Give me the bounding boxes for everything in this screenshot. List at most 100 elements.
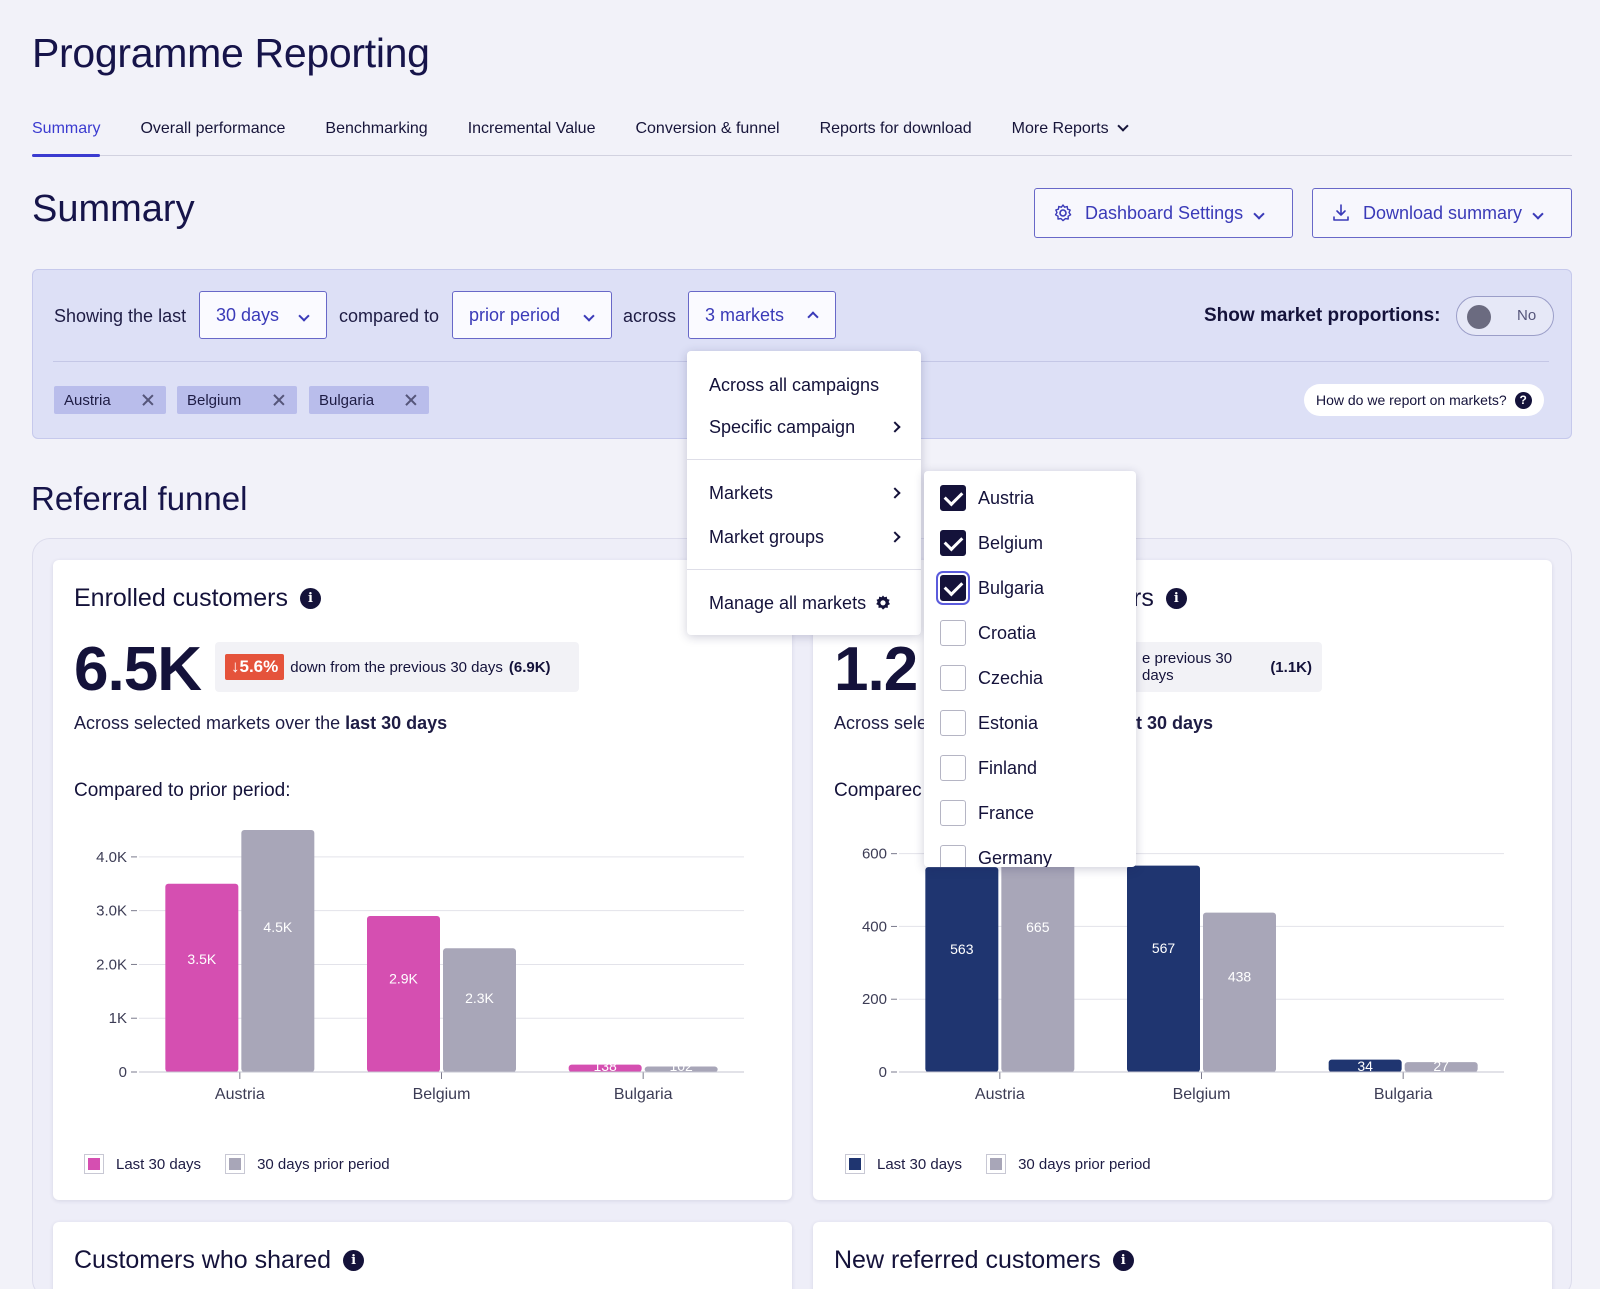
- market-option-estonia[interactable]: Estonia: [940, 709, 1038, 737]
- tab-incremental-value[interactable]: Incremental Value: [468, 108, 596, 156]
- menu-label: Manage all markets: [709, 592, 867, 613]
- menu-item-manage-markets[interactable]: Manage all markets: [709, 589, 899, 617]
- bar[interactable]: [1404, 1062, 1478, 1072]
- checkbox-icon[interactable]: [940, 755, 966, 781]
- tab-label: Incremental Value: [467, 120, 596, 137]
- enrolled-legend: Last 30 days 30 days prior period: [84, 1154, 390, 1174]
- download-icon: [1333, 204, 1349, 221]
- checkbox-icon[interactable]: [940, 845, 966, 867]
- checkbox-checked-icon[interactable]: [940, 530, 966, 556]
- menu-item-markets[interactable]: Markets: [709, 479, 901, 507]
- chevron-down-icon: [1532, 208, 1544, 220]
- legend-prior[interactable]: 30 days prior period: [225, 1154, 390, 1174]
- bar[interactable]: [165, 883, 239, 1072]
- card-title: Enrolled customers: [74, 584, 288, 612]
- tab-bar: Summary Overall performance Benchmarking…: [32, 108, 1572, 157]
- bar[interactable]: [568, 1064, 642, 1072]
- bar[interactable]: [443, 948, 516, 1072]
- info-icon[interactable]: i: [1112, 1250, 1134, 1271]
- chip-label: Bulgaria: [319, 391, 375, 409]
- menu-item-market-groups[interactable]: Market groups: [709, 523, 901, 551]
- market-option-finland[interactable]: Finland: [940, 754, 1037, 782]
- chip-label: Belgium: [187, 391, 242, 409]
- enrolled-delta: ↓5.6% down from the previous 30 days (6.…: [215, 642, 579, 692]
- markets-select[interactable]: 3 markets: [688, 291, 836, 339]
- y-tick-label: 0: [119, 1064, 127, 1081]
- tab-benchmarking[interactable]: Benchmarking: [325, 108, 427, 156]
- option-label: Estonia: [978, 712, 1039, 733]
- bar-value-label: 27: [1433, 1058, 1449, 1074]
- enrolled-value: 6.5K: [74, 635, 202, 704]
- tab-overall-performance[interactable]: Overall performance: [140, 108, 285, 156]
- close-icon[interactable]: [142, 394, 154, 406]
- bar-value-label: 563: [950, 941, 974, 957]
- dashboard-settings-label: Dashboard Settings: [1085, 202, 1244, 223]
- checkbox-icon[interactable]: [940, 710, 966, 736]
- bar[interactable]: [1328, 1059, 1402, 1072]
- option-label: Austria: [978, 487, 1035, 508]
- enrolled-bar-chart: 0 1K 2.0K 3.0K 4.0K 3.5K 4.5K Austria 2.9K 2.3K Be…: [96, 830, 744, 1103]
- period-select[interactable]: 30 days: [199, 291, 327, 339]
- market-option-bulgaria[interactable]: Bulgaria: [940, 574, 1044, 602]
- x-tick-label: Belgium: [1173, 1086, 1231, 1103]
- menu-item-specific-campaign[interactable]: Specific campaign: [709, 413, 901, 441]
- market-option-austria[interactable]: Austria: [940, 484, 1034, 512]
- option-label: Germany: [978, 847, 1053, 868]
- dashboard-settings-button[interactable]: Dashboard Settings: [1034, 188, 1293, 238]
- y-tick-label: 3.0K: [96, 903, 127, 920]
- gear-icon: [876, 595, 891, 610]
- checkbox-checked-icon[interactable]: [940, 575, 966, 601]
- delta-text: e previous 30 days: [1142, 650, 1233, 684]
- tab-more-reports[interactable]: More Reports: [1012, 108, 1129, 156]
- tab-summary[interactable]: Summary: [32, 108, 101, 157]
- checkbox-checked-icon[interactable]: [940, 485, 966, 511]
- market-option-belgium[interactable]: Belgium: [940, 529, 1043, 557]
- tab-reports-for-download[interactable]: Reports for download: [820, 108, 972, 156]
- legend-current[interactable]: Last 30 days: [845, 1154, 962, 1174]
- bar[interactable]: [925, 867, 999, 1072]
- bar[interactable]: [1203, 912, 1276, 1072]
- markets-checkbox-list: Austria Belgium Bulgaria Croatia Czechia…: [924, 471, 1136, 867]
- close-icon[interactable]: [405, 394, 417, 406]
- menu-label: Markets: [709, 482, 774, 503]
- info-icon[interactable]: i: [1165, 588, 1187, 609]
- sub-bold: last 30 days: [345, 713, 448, 733]
- market-option-czechia[interactable]: Czechia: [940, 664, 1043, 692]
- legend-current[interactable]: Last 30 days: [84, 1154, 201, 1174]
- proportions-label: Show market proportions:: [1204, 305, 1441, 326]
- bar[interactable]: [644, 1066, 718, 1072]
- compare-select[interactable]: prior period: [452, 291, 612, 339]
- down-badge: ↓5.6%: [225, 654, 285, 680]
- bar[interactable]: [241, 830, 315, 1072]
- tab-conversion-funnel[interactable]: Conversion & funnel: [635, 108, 779, 156]
- bar-value-label: 138: [593, 1058, 617, 1074]
- market-option-germany[interactable]: Germany: [940, 844, 1052, 867]
- market-chip-belgium: Belgium: [177, 386, 297, 414]
- y-tick-label: 400: [862, 918, 887, 935]
- market-option-france[interactable]: France: [940, 799, 1034, 827]
- close-icon[interactable]: [273, 394, 285, 406]
- checkbox-icon[interactable]: [940, 665, 966, 691]
- second-sub-bold: t 30 days: [1136, 713, 1214, 733]
- legend-label: 30 days prior period: [257, 1155, 390, 1173]
- menu-label: Across all campaigns: [709, 374, 880, 395]
- legend-swatch: [845, 1154, 865, 1174]
- bar-value-label: 567: [1152, 940, 1176, 956]
- menu-item-all-campaigns[interactable]: Across all campaigns: [709, 371, 899, 399]
- markets-help-link[interactable]: How do we report on markets??: [1304, 384, 1544, 416]
- bar[interactable]: [1127, 865, 1200, 1072]
- checkbox-icon[interactable]: [940, 800, 966, 826]
- market-option-croatia[interactable]: Croatia: [940, 619, 1036, 647]
- bar-value-label: 102: [669, 1058, 693, 1074]
- checkbox-icon[interactable]: [940, 620, 966, 646]
- info-icon[interactable]: i: [299, 588, 321, 609]
- proportions-toggle[interactable]: No: [1456, 296, 1554, 336]
- x-tick-label: Austria: [975, 1086, 1025, 1103]
- bar[interactable]: [1001, 830, 1075, 1072]
- bar[interactable]: [367, 916, 440, 1072]
- second-delta: e previous 30 days (1.1K): [1130, 642, 1322, 692]
- info-icon[interactable]: i: [343, 1250, 365, 1271]
- enrolled-sub: Across selected markets over the last 30…: [74, 713, 447, 734]
- download-summary-button[interactable]: Download summary: [1312, 188, 1572, 238]
- legend-prior[interactable]: 30 days prior period: [986, 1154, 1151, 1174]
